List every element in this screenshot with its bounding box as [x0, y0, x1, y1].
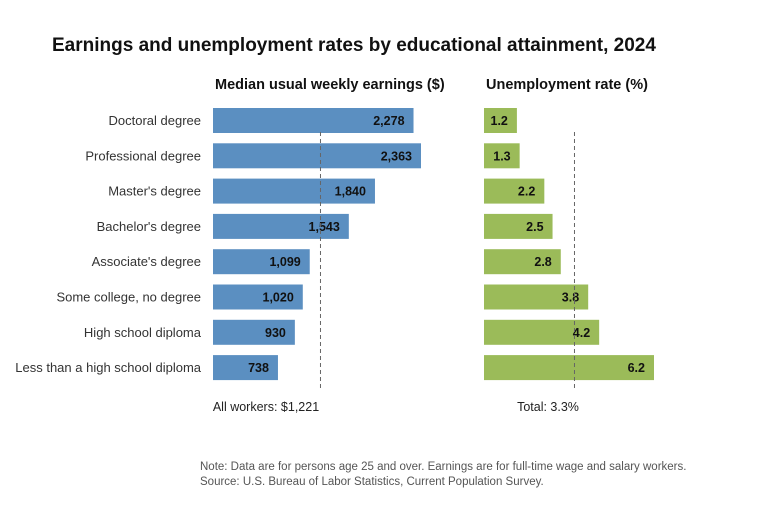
bar	[484, 213, 553, 239]
bar	[484, 108, 517, 133]
bar-value-label: 738	[248, 361, 269, 375]
bar	[213, 178, 375, 204]
category-label: Associate's degree	[92, 254, 201, 269]
bar-value-label: 1.3	[493, 149, 510, 163]
category-label: Bachelor's degree	[97, 219, 201, 234]
bar	[484, 143, 520, 169]
panel-title: Unemployment rate (%)	[486, 77, 648, 93]
reference-line-label: All workers: $1,221	[213, 400, 319, 414]
bar	[213, 213, 349, 239]
chart-note: Note: Data are for persons age 25 and ov…	[200, 461, 687, 473]
bar-value-label: 1,020	[263, 291, 294, 305]
bar	[484, 355, 654, 381]
category-label: Professional degree	[85, 148, 201, 163]
bar	[213, 319, 295, 345]
bar	[484, 284, 589, 310]
bar	[213, 143, 421, 169]
bar-value-label: 2.8	[534, 255, 551, 269]
bar	[484, 178, 545, 204]
bar-value-label: 930	[265, 326, 286, 340]
bar	[213, 108, 414, 133]
bar	[484, 319, 600, 345]
bar-value-label: 2,363	[381, 149, 412, 163]
category-label: Less than a high school diploma	[15, 360, 202, 375]
chart-source: Source: U.S. Bureau of Labor Statistics,…	[200, 476, 544, 488]
category-label: Doctoral degree	[109, 113, 202, 128]
category-label: High school diploma	[84, 325, 202, 340]
bar-value-label: 3.8	[562, 291, 579, 305]
bar-value-label: 6.2	[628, 361, 645, 375]
bar-value-label: 4.2	[573, 326, 590, 340]
bar	[213, 284, 303, 310]
category-label: Some college, no degree	[56, 290, 201, 305]
bar-value-label: 1,099	[269, 255, 300, 269]
bar	[213, 355, 278, 381]
panel-title: Median usual weekly earnings ($)	[215, 77, 445, 93]
bar-value-label: 2,278	[373, 114, 404, 128]
reference-line-label: Total: 3.3%	[517, 400, 579, 414]
bar-value-label: 1.2	[491, 114, 508, 128]
bar	[213, 249, 310, 275]
bar-value-label: 2.2	[518, 185, 535, 199]
bar	[484, 249, 561, 275]
bar-value-label: 2.5	[526, 220, 543, 234]
bar-value-label: 1,543	[309, 220, 340, 234]
category-label: Master's degree	[108, 184, 201, 199]
bar-value-label: 1,840	[335, 185, 366, 199]
chart-title: Earnings and unemployment rates by educa…	[52, 35, 656, 56]
